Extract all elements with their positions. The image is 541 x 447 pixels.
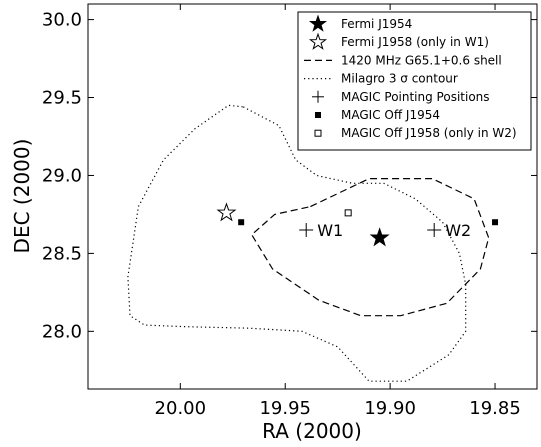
legend-label-0: Fermi J1954 bbox=[341, 17, 412, 31]
legend-symbol-0 bbox=[308, 14, 328, 32]
legend-label-4: MAGIC Pointing Positions bbox=[341, 90, 490, 104]
x-tick-label: 20.00 bbox=[155, 398, 207, 419]
series-4-point-1 bbox=[427, 223, 442, 238]
y-tick-label: 30.0 bbox=[42, 10, 82, 31]
pointing-label-w2: W2 bbox=[445, 221, 471, 240]
series-1-point-0 bbox=[216, 202, 237, 222]
legend-label-6: MAGIC Off J1958 (only in W2) bbox=[341, 126, 517, 140]
series-4-point-0 bbox=[299, 223, 314, 238]
legend-label-5: MAGIC Off J1954 bbox=[341, 108, 440, 122]
legend-label-1: Fermi J1958 (only in W1) bbox=[341, 35, 489, 49]
y-tick-label: 28.5 bbox=[42, 243, 82, 264]
legend-symbol-5 bbox=[315, 112, 321, 118]
legend-symbol-4 bbox=[312, 90, 324, 103]
legend-symbol-6 bbox=[314, 129, 322, 137]
milagro-contour-line bbox=[127, 104, 467, 382]
legend-label-3: Milagro 3 σ contour bbox=[341, 72, 458, 86]
y-tick-label: 29.0 bbox=[42, 165, 82, 186]
ticks-layer: 20.00 19.95 19.90 19.85 28.0 28.5 29.0 29.5 30.0 bbox=[42, 4, 537, 419]
legend: Fermi J1954 Fermi J1958 (only in W1) 1420 … bbox=[297, 11, 532, 151]
series-5-point-1 bbox=[492, 219, 499, 226]
data-layer: W1 W2 bbox=[127, 104, 499, 382]
legend-label-2: 1420 MHz G65.1+0.6 shell bbox=[341, 53, 502, 67]
legend-symbol-1 bbox=[308, 32, 328, 50]
y-tick-label: 29.5 bbox=[42, 88, 82, 109]
x-axis-title: RA (2000) bbox=[262, 419, 362, 443]
legend-box bbox=[297, 11, 532, 151]
series-0-point-0 bbox=[369, 227, 390, 247]
series-5-point-0 bbox=[238, 219, 245, 226]
plot-frame bbox=[87, 3, 538, 390]
y-tick-label: 28.0 bbox=[42, 321, 82, 342]
x-tick-label: 19.90 bbox=[364, 398, 416, 419]
x-tick-label: 19.95 bbox=[259, 398, 311, 419]
shell-contour-line bbox=[251, 178, 490, 317]
y-axis-title: DEC (2000) bbox=[10, 139, 34, 254]
x-tick-label: 19.85 bbox=[469, 398, 521, 419]
series-6-point-0 bbox=[344, 209, 352, 217]
pointing-label-w1: W1 bbox=[317, 221, 343, 240]
